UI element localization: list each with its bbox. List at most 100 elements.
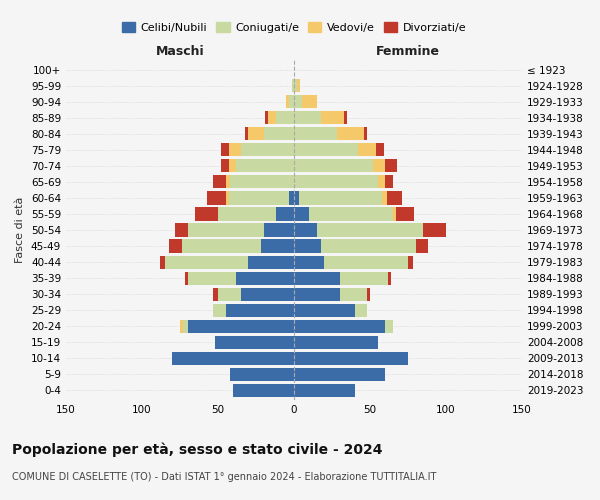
Bar [214,304,226,317]
Bar [376,143,383,156]
Bar [165,256,248,268]
Bar [241,143,294,156]
Bar [268,111,276,124]
Bar [221,160,229,172]
Bar [182,240,260,252]
Bar [195,208,218,220]
Bar [325,256,408,268]
Bar [226,192,229,204]
Bar [241,288,294,300]
Bar [236,272,294,284]
Bar [263,127,294,140]
Bar [388,272,391,284]
Bar [215,336,294,349]
Bar [188,224,263,236]
Text: Maschi: Maschi [155,44,205,58]
Bar [294,240,322,252]
Bar [226,176,230,188]
Bar [299,192,382,204]
Bar [385,176,393,188]
Bar [276,208,294,220]
Bar [286,95,289,108]
Bar [218,288,241,300]
Bar [344,111,347,124]
Text: Femmine: Femmine [376,44,440,58]
Bar [185,272,188,284]
Bar [317,224,423,236]
Bar [297,79,300,92]
Bar [294,336,377,349]
Bar [416,240,428,252]
Bar [214,176,226,188]
Bar [294,320,385,333]
Bar [364,127,367,140]
Text: COMUNE DI CASELETTE (TO) - Dati ISTAT 1° gennaio 2024 - Elaborazione TUTTITALIA.: COMUNE DI CASELETTE (TO) - Dati ISTAT 1°… [12,472,436,482]
Bar [294,304,355,317]
Bar [226,304,294,317]
Bar [340,288,367,300]
Bar [294,127,337,140]
Bar [373,160,385,172]
Bar [160,256,165,268]
Bar [245,127,248,140]
Bar [423,224,446,236]
Bar [260,240,294,252]
Bar [180,320,183,333]
Bar [382,192,387,204]
Bar [230,176,294,188]
Bar [358,143,376,156]
Bar [355,304,367,317]
Bar [230,368,294,381]
Y-axis label: Fasce di età: Fasce di età [16,197,25,263]
Bar [393,208,396,220]
Bar [236,160,294,172]
Bar [208,192,226,204]
Bar [377,176,385,188]
Bar [172,352,294,365]
Bar [214,288,218,300]
Bar [175,224,188,236]
Bar [294,272,340,284]
Bar [289,95,294,108]
Bar [408,256,413,268]
Bar [294,111,322,124]
Bar [169,240,182,252]
Bar [292,79,294,92]
Bar [221,143,229,156]
Bar [265,111,268,124]
Bar [188,272,236,284]
Bar [294,79,297,92]
Bar [294,352,408,365]
Bar [218,208,276,220]
Bar [294,160,373,172]
Bar [263,224,294,236]
Bar [294,256,325,268]
Bar [396,208,414,220]
Bar [367,288,370,300]
Bar [188,320,294,333]
Bar [294,95,302,108]
Bar [302,95,317,108]
Bar [233,384,294,397]
Bar [248,127,263,140]
Bar [322,240,416,252]
Bar [340,272,388,284]
Bar [385,160,397,172]
Bar [294,368,385,381]
Bar [276,111,294,124]
Bar [294,143,358,156]
Bar [289,192,294,204]
Bar [294,384,355,397]
Bar [337,127,364,140]
Legend: Celibi/Nubili, Coniugati/e, Vedovi/e, Divorziati/e: Celibi/Nubili, Coniugati/e, Vedovi/e, Di… [118,18,470,38]
Bar [385,320,393,333]
Bar [294,224,317,236]
Bar [309,208,393,220]
Bar [294,192,299,204]
Text: Popolazione per età, sesso e stato civile - 2024: Popolazione per età, sesso e stato civil… [12,442,383,457]
Bar [294,288,340,300]
Bar [294,176,377,188]
Bar [387,192,402,204]
Bar [183,320,188,333]
Bar [248,256,294,268]
